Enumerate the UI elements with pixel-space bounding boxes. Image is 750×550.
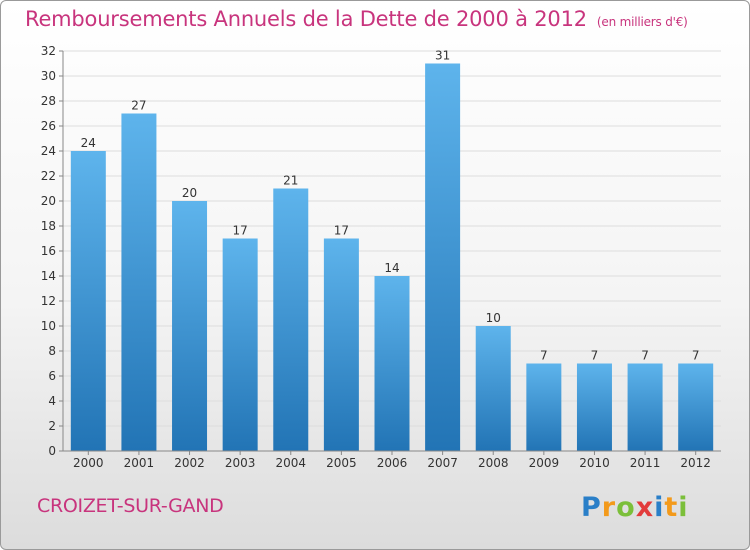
x-tick-label: 2000 bbox=[73, 456, 104, 470]
x-tick-label: 2006 bbox=[377, 456, 408, 470]
svg-text:Proxiti: Proxiti bbox=[581, 492, 688, 523]
x-tick-label: 2009 bbox=[529, 456, 560, 470]
x-tick-label: 2012 bbox=[680, 456, 711, 470]
bar-value-label: 17 bbox=[233, 224, 248, 238]
bar-value-label: 7 bbox=[692, 349, 700, 363]
x-tick-label: 2001 bbox=[124, 456, 155, 470]
bar bbox=[627, 363, 663, 451]
y-tick-label: 26 bbox=[41, 119, 56, 133]
title-text: Remboursements Annuels de la Dette de 20… bbox=[25, 7, 587, 31]
bar-value-label: 7 bbox=[540, 349, 548, 363]
bar bbox=[374, 276, 410, 451]
y-tick-label: 28 bbox=[41, 94, 56, 108]
bar bbox=[678, 363, 714, 451]
y-tick-label: 24 bbox=[41, 144, 56, 158]
bar bbox=[273, 188, 309, 451]
bar-value-label: 27 bbox=[131, 99, 146, 113]
bar-value-label: 24 bbox=[81, 136, 96, 150]
bar-value-label: 31 bbox=[435, 49, 450, 63]
bar bbox=[425, 63, 461, 451]
bar-value-label: 14 bbox=[384, 261, 399, 275]
bars bbox=[70, 63, 714, 451]
commune-name: CROIZET-SUR-GAND bbox=[37, 495, 224, 517]
y-tick-label: 8 bbox=[48, 344, 56, 358]
x-tick-label: 2011 bbox=[630, 456, 661, 470]
bar bbox=[475, 326, 511, 451]
bar bbox=[70, 151, 106, 451]
y-tick-label: 16 bbox=[41, 244, 56, 258]
y-tick-label: 18 bbox=[41, 219, 56, 233]
bar bbox=[172, 201, 208, 451]
y-tick-label: 22 bbox=[41, 169, 56, 183]
bar bbox=[323, 238, 359, 451]
bar bbox=[121, 113, 157, 451]
y-tick-label: 30 bbox=[41, 69, 56, 83]
title-unit: (en milliers d'€) bbox=[596, 15, 688, 29]
bar-value-label: 21 bbox=[283, 174, 298, 188]
proxiti-logo: Proxiti bbox=[581, 492, 688, 523]
y-tick-label: 12 bbox=[41, 294, 56, 308]
bar-value-label: 17 bbox=[334, 224, 349, 238]
y-tick-label: 0 bbox=[48, 444, 56, 458]
bar-value-label: 7 bbox=[591, 349, 599, 363]
x-tick-label: 2004 bbox=[275, 456, 306, 470]
y-tick-label: 10 bbox=[41, 319, 56, 333]
bar-value-label: 7 bbox=[641, 349, 649, 363]
x-tick-label: 2010 bbox=[579, 456, 610, 470]
y-tick-label: 32 bbox=[41, 44, 56, 58]
bar-value-label: 20 bbox=[182, 186, 197, 200]
x-tick-label: 2002 bbox=[174, 456, 205, 470]
axes bbox=[59, 50, 721, 455]
y-tick-label: 6 bbox=[48, 369, 56, 383]
x-tick-label: 2005 bbox=[326, 456, 357, 470]
y-tick-label: 14 bbox=[41, 269, 56, 283]
x-tick-label: 2007 bbox=[427, 456, 458, 470]
y-tick-label: 20 bbox=[41, 194, 56, 208]
y-tick-label: 4 bbox=[48, 394, 56, 408]
chart-title: Remboursements Annuels de la Dette de 20… bbox=[25, 7, 688, 31]
bar bbox=[526, 363, 562, 451]
y-tick-label: 2 bbox=[48, 419, 56, 433]
x-tick-label: 2003 bbox=[225, 456, 256, 470]
bar-value-label: 10 bbox=[486, 311, 501, 325]
labels: 0246810121416182022242628303224200027200… bbox=[41, 44, 711, 470]
x-tick-label: 2008 bbox=[478, 456, 509, 470]
bar bbox=[222, 238, 258, 451]
bar bbox=[576, 363, 612, 451]
